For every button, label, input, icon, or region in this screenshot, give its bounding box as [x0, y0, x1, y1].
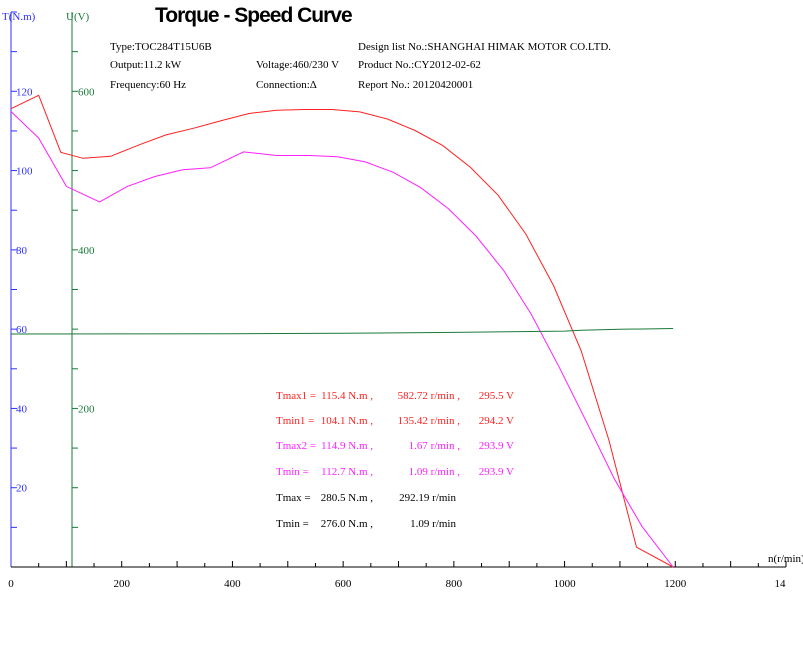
- torque-tick-label: 20: [16, 483, 28, 495]
- voltage-axis-label: U(V): [66, 11, 90, 23]
- info-design: Design list No.:SHANGHAI HIMAK MOTOR CO.…: [358, 41, 611, 53]
- annotation-torque: 276.0 N.m ,: [321, 518, 374, 530]
- speed-tick-label: 1000: [554, 578, 577, 590]
- annotation-label: Tmax =: [276, 492, 311, 504]
- annotation-label: Tmin =: [276, 466, 309, 478]
- annotation-label: Tmin1 =: [276, 415, 314, 427]
- series-group: [10, 94, 674, 568]
- info-type: Type:TOC284T15U6B: [110, 41, 212, 53]
- annotation-row: Tmin = 276.0 N.m , 1.09 r/min: [276, 518, 456, 530]
- annotation-torque: 114.9 N.m ,: [321, 440, 373, 452]
- annotation-label: Tmax1 =: [276, 390, 316, 402]
- speed-tick-label: 14: [775, 578, 787, 590]
- info-output: Output:11.2 kW: [110, 59, 182, 71]
- speed-tick-label: 600: [335, 578, 352, 590]
- annotation-row: Tmax = 280.5 N.m , 292.19 r/min: [276, 492, 456, 504]
- speed-tick-label: 800: [446, 578, 463, 590]
- voltage-curve: [10, 328, 674, 335]
- annotation-torque: 104.1 N.m ,: [321, 415, 374, 427]
- annotation-row: Tmax1 = 115.4 N.m , 582.72 r/min , 295.5…: [276, 390, 514, 402]
- annotation-row: Tmax2 = 114.9 N.m , 1.67 r/min , 293.9 V: [276, 440, 514, 452]
- info-product: Product No.:CY2012-02-62: [358, 59, 481, 71]
- annotation-voltage: 295.5 V: [479, 390, 514, 402]
- info-frequency: Frequency:60 Hz: [110, 79, 186, 91]
- annotation-voltage: 294.2 V: [479, 415, 514, 427]
- torque-tick-label: 80: [16, 245, 28, 257]
- chart-title: Torque - Speed Curve: [155, 4, 352, 27]
- torque-tick-label: 120: [16, 86, 33, 98]
- torque-curve-1: [10, 94, 674, 568]
- annotation-voltage: 293.9 V: [479, 440, 514, 452]
- speed-tick-label: 400: [224, 578, 241, 590]
- annotation-speed: 582.72 r/min ,: [398, 390, 461, 402]
- speed-tick-label: 0: [8, 578, 14, 590]
- annotation-torque: 280.5 N.m ,: [321, 492, 374, 504]
- annotation-speed: 1.09 r/min ,: [409, 466, 461, 478]
- voltage-tick-label: 400: [78, 245, 95, 257]
- torque-axis-label: T(N.m): [2, 11, 36, 23]
- torque-tick-label: 60: [16, 324, 28, 336]
- info-voltage: Voltage:460/230 V: [256, 59, 339, 71]
- annotation-label: Tmax2 =: [276, 440, 316, 452]
- annotation-row: Tmin = 112.7 N.m , 1.09 r/min , 293.9 V: [276, 466, 514, 478]
- annotation-torque: 112.7 N.m ,: [321, 466, 373, 478]
- speed-tick-label: 1200: [664, 578, 687, 590]
- torque-tick-label: 40: [16, 403, 28, 415]
- annotation-torque: 115.4 N.m ,: [321, 390, 373, 402]
- annotation-voltage: 293.9 V: [479, 466, 514, 478]
- speed-tick-label: 200: [113, 578, 130, 590]
- annotation-label: Tmin =: [276, 518, 309, 530]
- torque-tick-label: 100: [16, 166, 33, 178]
- annotation-row: Tmin1 = 104.1 N.m , 135.42 r/min , 294.2…: [276, 415, 514, 427]
- annotation-speed: 135.42 r/min ,: [398, 415, 461, 427]
- info-connection: Connection:Δ: [256, 79, 317, 91]
- annotation-speed: 292.19 r/min: [399, 492, 456, 504]
- annotation-speed: 1.09 r/min: [410, 518, 456, 530]
- voltage-tick-label: 600: [78, 86, 95, 98]
- torque-curve-2: [10, 111, 674, 568]
- annotation-speed: 1.67 r/min ,: [409, 440, 461, 452]
- annotation-block: Tmax1 = 115.4 N.m , 582.72 r/min , 295.5…: [276, 390, 514, 530]
- info-report: Report No.: 20120420001: [358, 79, 473, 91]
- voltage-tick-label: 200: [78, 403, 95, 415]
- axes: 20 40 60 80 100 120 200 400 600 0 200 400 600 800 1000…: [8, 11, 787, 590]
- speed-axis-label: n(r/min): [768, 553, 803, 565]
